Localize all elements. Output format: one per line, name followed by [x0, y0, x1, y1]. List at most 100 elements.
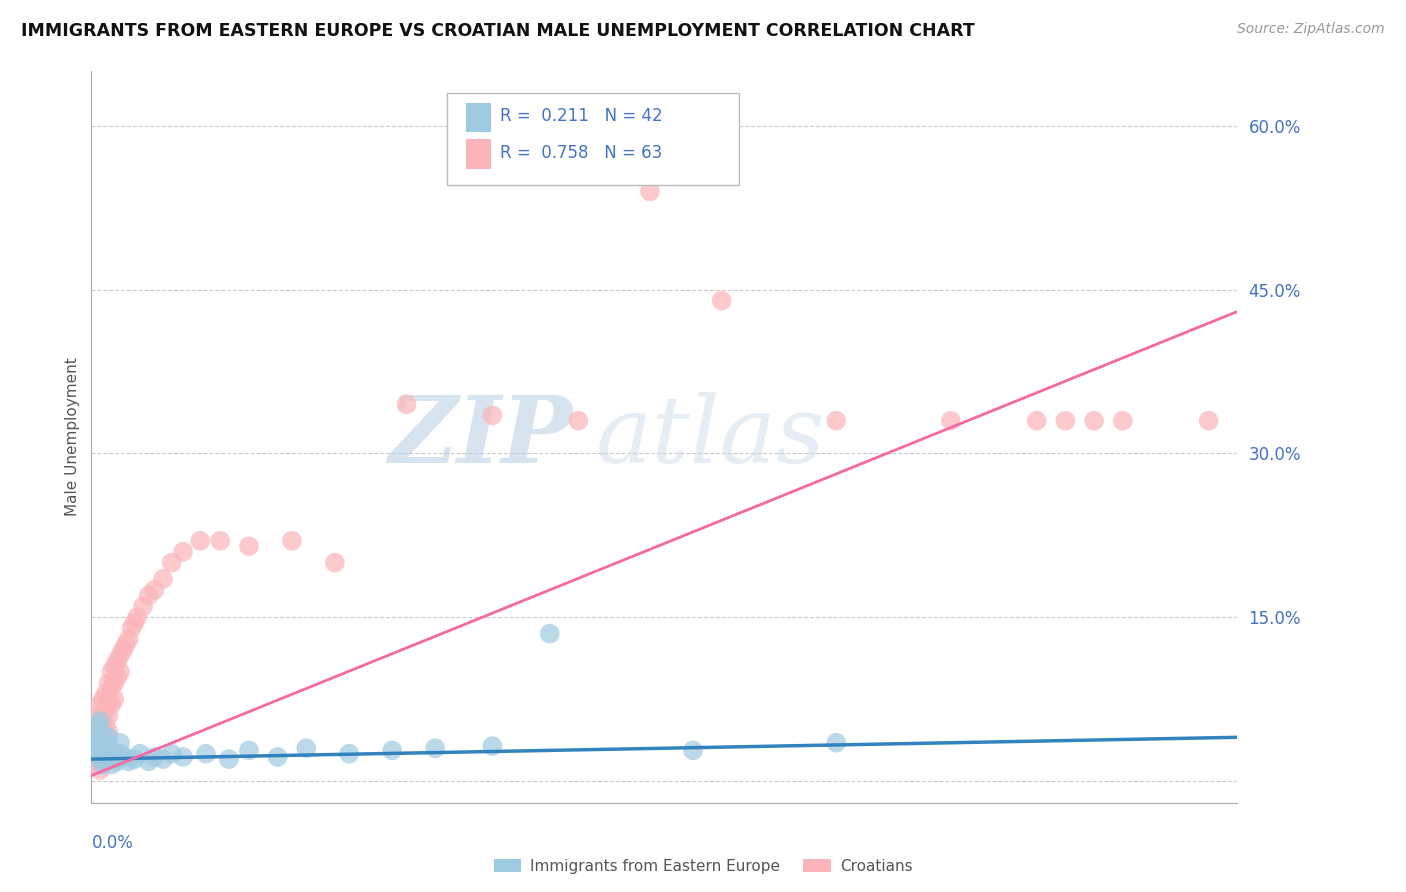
Point	[121, 621, 143, 635]
Point	[94, 736, 117, 750]
Point	[97, 675, 120, 690]
FancyBboxPatch shape	[447, 94, 738, 185]
Point	[83, 732, 105, 747]
Point	[481, 409, 503, 423]
Point	[100, 665, 122, 679]
Point	[105, 654, 128, 668]
Point	[91, 741, 114, 756]
Point	[138, 754, 160, 768]
Text: 0.0%: 0.0%	[91, 833, 134, 852]
Point	[825, 414, 848, 428]
Point	[129, 747, 152, 761]
Point	[1198, 414, 1220, 428]
FancyBboxPatch shape	[467, 139, 491, 169]
Point	[939, 414, 962, 428]
Point	[111, 643, 134, 657]
Point	[124, 615, 146, 630]
Point	[89, 714, 111, 728]
Text: IMMIGRANTS FROM EASTERN EUROPE VS CROATIAN MALE UNEMPLOYMENT CORRELATION CHART: IMMIGRANTS FROM EASTERN EUROPE VS CROATI…	[21, 22, 974, 40]
Point	[337, 747, 360, 761]
Text: ZIP: ZIP	[388, 392, 572, 482]
Point	[97, 731, 120, 745]
Point	[1054, 414, 1077, 428]
Point	[209, 533, 232, 548]
Point	[91, 692, 114, 706]
Point	[323, 556, 346, 570]
Point	[124, 752, 146, 766]
Point	[89, 747, 111, 761]
Point	[194, 747, 217, 761]
Point	[710, 293, 733, 308]
Point	[97, 708, 120, 723]
Point	[103, 659, 125, 673]
Text: Source: ZipAtlas.com: Source: ZipAtlas.com	[1237, 22, 1385, 37]
Point	[395, 397, 418, 411]
Point	[100, 757, 122, 772]
Point	[152, 752, 174, 766]
Point	[238, 743, 260, 757]
Point	[423, 741, 446, 756]
Point	[567, 414, 589, 428]
Point	[218, 752, 240, 766]
Point	[83, 747, 105, 761]
Text: R =  0.758   N = 63: R = 0.758 N = 63	[501, 144, 662, 161]
Point	[100, 681, 122, 695]
Point	[103, 692, 125, 706]
Point	[117, 632, 139, 646]
Point	[138, 588, 160, 602]
Point	[86, 736, 108, 750]
Point	[160, 556, 183, 570]
Point	[86, 747, 108, 761]
Point	[1111, 414, 1133, 428]
Point	[91, 708, 114, 723]
Point	[160, 747, 183, 761]
Point	[83, 724, 105, 739]
Point	[103, 675, 125, 690]
Point	[281, 533, 304, 548]
Point	[114, 638, 136, 652]
Point	[172, 545, 194, 559]
Point	[143, 750, 166, 764]
Text: atlas: atlas	[596, 392, 825, 482]
Point	[638, 185, 661, 199]
Point	[91, 757, 114, 772]
Point	[97, 750, 120, 764]
Point	[86, 757, 108, 772]
Point	[89, 732, 111, 747]
Point	[97, 692, 120, 706]
Point	[89, 698, 111, 712]
Point	[91, 728, 114, 742]
Point	[127, 610, 149, 624]
Point	[1083, 414, 1105, 428]
Point	[188, 533, 211, 548]
Point	[86, 724, 108, 739]
Point	[481, 739, 503, 753]
Point	[108, 648, 131, 663]
Point	[94, 703, 117, 717]
Point	[97, 724, 120, 739]
Y-axis label: Male Unemployment: Male Unemployment	[65, 358, 80, 516]
Point	[105, 754, 128, 768]
Point	[86, 719, 108, 733]
Point	[266, 750, 288, 764]
Point	[83, 741, 105, 756]
Legend: Immigrants from Eastern Europe, Croatians: Immigrants from Eastern Europe, Croatian…	[488, 853, 918, 880]
Point	[108, 736, 131, 750]
Point	[100, 698, 122, 712]
Point	[295, 741, 318, 756]
Point	[91, 724, 114, 739]
Point	[83, 719, 105, 733]
Point	[682, 743, 704, 757]
Point	[114, 750, 136, 764]
Point	[132, 599, 155, 614]
Point	[152, 572, 174, 586]
Point	[86, 741, 108, 756]
Point	[89, 731, 111, 745]
Point	[100, 743, 122, 757]
Point	[94, 739, 117, 753]
Point	[89, 752, 111, 766]
Text: R =  0.211   N = 42: R = 0.211 N = 42	[501, 107, 664, 125]
Point	[94, 754, 117, 768]
Point	[108, 747, 131, 761]
Point	[143, 582, 166, 597]
